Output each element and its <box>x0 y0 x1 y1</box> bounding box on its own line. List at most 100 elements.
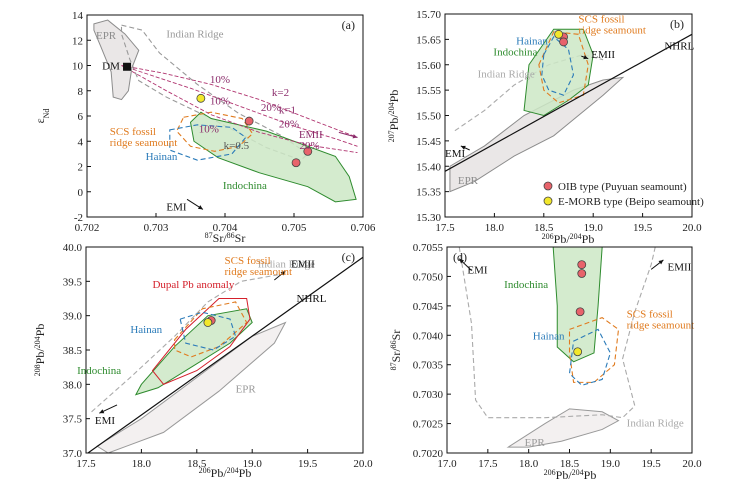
oib-point-d-0 <box>577 260 587 270</box>
xtick-label-c-1: 18.0 <box>132 458 152 470</box>
oib-point-d-2 <box>575 307 585 317</box>
xtick-label-b-4: 19.5 <box>633 222 653 234</box>
label-hainan-d: Hainan <box>533 330 565 342</box>
ytick-label-a-0: -2 <box>74 212 83 224</box>
xtick-label-c-3: 19.0 <box>243 458 263 470</box>
label-epr-c: EPR <box>236 384 257 396</box>
label-indochina-a: Indochina <box>223 180 267 192</box>
xtick-label-b-5: 20.0 <box>682 222 702 234</box>
label-scs-fossil-ridge-seamount-d: SCS fossil ridge seamount <box>627 309 695 332</box>
xtick-label-a-1: 0.703 <box>144 222 169 234</box>
y-axis-label-b: 207Pb/204Pb <box>387 90 402 143</box>
field-hainan-a <box>169 124 247 161</box>
ytick-label-d-7: 0.7055 <box>413 242 444 254</box>
ytick-label-a-7: 12 <box>72 35 83 47</box>
arrowhead-b-1 <box>460 145 466 150</box>
ytick-label-a-4: 6 <box>78 111 84 123</box>
mixing-curve-k-2 <box>121 65 358 138</box>
xtick-label-d-2: 18.0 <box>519 458 539 470</box>
mixing-percent-label-4: 10% <box>199 123 219 135</box>
panel-a: EPR Indian Ridge Indochina SCS fossil ridge … <box>33 10 376 245</box>
xtick-label-b-2: 18.5 <box>534 222 554 234</box>
arrowhead-c-1 <box>99 409 105 414</box>
label-indian-ridge-b: Indian Ridge <box>478 68 535 80</box>
field-hainan-d <box>568 328 611 386</box>
annotation-emii-d: EMII <box>668 262 692 274</box>
x-axis-label-b: 206Pb/204Pb <box>542 232 595 247</box>
ytick-label-b-6: 15.60 <box>416 60 441 72</box>
ytick-label-b-0: 15.30 <box>416 212 441 224</box>
arrowhead-c-0 <box>280 271 286 276</box>
panel-d: EPR Indian Ridge Indochina SCS fossil ridge … <box>389 242 703 482</box>
ytick-label-c-0: 37.0 <box>63 448 83 460</box>
mixing-percent-label-0: 10% <box>210 74 230 86</box>
x-axis-label-d: 206Pb/204Pb <box>544 468 597 483</box>
label-indian-ridge-d: Indian Ridge <box>627 418 684 430</box>
xtick-label-c-2: 18.5 <box>187 458 207 470</box>
field-scs-fossil-ridge-seamount-c <box>174 301 248 358</box>
arrowhead-a-1 <box>197 205 203 210</box>
arrowhead-b-0 <box>583 55 589 60</box>
emorb-point-d-0 <box>573 347 583 357</box>
mixing-percent-label-3: 20% <box>279 118 299 130</box>
xtick-label-a-3: 0.705 <box>282 222 307 234</box>
field-epr-d <box>506 408 620 448</box>
oib-point-a-1 <box>303 146 313 156</box>
field-indochina-b <box>523 28 594 117</box>
arrowhead-a-0 <box>352 134 358 139</box>
ytick-label-c-2: 38.0 <box>63 379 83 391</box>
xtick-label-d-3: 18.5 <box>560 458 580 470</box>
emorb-point-b-0 <box>554 29 564 39</box>
label-epr-a: EPR <box>96 30 117 42</box>
annotation-nhrl-b: NHRL <box>664 41 694 53</box>
ytick-label-a-6: 10 <box>72 61 84 73</box>
annotation-nhrl-c: NHRL <box>297 293 327 305</box>
annotation-emi-b: EMI <box>445 148 466 160</box>
field-scs-fossil-ridge-seamount-d <box>568 317 620 383</box>
ytick-label-d-4: 0.7040 <box>413 330 444 342</box>
xtick-label-d-4: 19.0 <box>601 458 621 470</box>
legend-marker-0 <box>543 181 553 191</box>
field-dupal-pb-anomaly-c <box>151 298 251 385</box>
ytick-label-d-2: 0.7030 <box>413 389 444 401</box>
xtick-label-b-1: 18.0 <box>485 222 505 234</box>
annotation-emii-c: EMII <box>291 259 315 271</box>
field-indian-ridge-d <box>458 247 656 419</box>
label-indian-ridge-a: Indian Ridge <box>166 29 223 41</box>
field-hainan-b <box>541 35 575 96</box>
field-indochina-c <box>134 308 253 396</box>
xtick-label-d-6: 20.0 <box>682 458 702 470</box>
panel-label-a: (a) <box>342 18 355 32</box>
mixing-percent-label-2: 10% <box>210 96 230 108</box>
y-axis-label-c: 208Pb/204Pb <box>33 324 48 377</box>
nhrl-line-c <box>86 256 363 453</box>
field-indian-ridge-a <box>120 24 309 161</box>
label-scs-fossil-ridge-seamount-c: SCS fossil ridge seamount <box>225 255 293 278</box>
xtick-label-a-2: 0.704 <box>213 222 238 234</box>
annotation-emi-c: EMI <box>95 415 116 427</box>
ytick-label-b-8: 15.70 <box>416 9 441 21</box>
ytick-label-d-0: 0.7020 <box>413 448 444 460</box>
nhrl-line-b <box>445 33 692 172</box>
ytick-label-c-4: 39.0 <box>63 311 83 323</box>
annotation-emi-a: EMI <box>166 202 187 214</box>
k-label-1: k=1 <box>279 104 296 116</box>
xtick-label-d-0: 17.0 <box>437 458 457 470</box>
xtick-label-c-4: 19.5 <box>298 458 318 470</box>
panel-b: EPR Indian Ridge Indochina SCS fossil ridge … <box>387 9 705 246</box>
panel-label-c: (c) <box>342 250 355 264</box>
ytick-label-a-5: 8 <box>78 86 84 98</box>
arrowhead-d-1 <box>658 259 664 265</box>
label-scs-fossil-ridge-seamount-b: SCS fossil ridge seamount <box>578 14 646 37</box>
label-hainan-b: Hainan <box>516 35 548 47</box>
emorb-point-a-0 <box>196 93 206 103</box>
y-axis-label-d: 87Sr/86Sr <box>389 330 404 371</box>
oib-point-b-1 <box>559 37 568 47</box>
label-scs-fossil-ridge-seamount-a: SCS fossil ridge seamount <box>110 126 178 149</box>
ytick-label-c-6: 40.0 <box>63 242 83 254</box>
emorb-point-c-0 <box>203 318 213 327</box>
label-indochina-b: Indochina <box>493 47 537 59</box>
legend-marker-1 <box>543 196 553 206</box>
mixing-percent-label-1: 20% <box>261 102 281 114</box>
panel-label-b: (b) <box>670 17 684 31</box>
